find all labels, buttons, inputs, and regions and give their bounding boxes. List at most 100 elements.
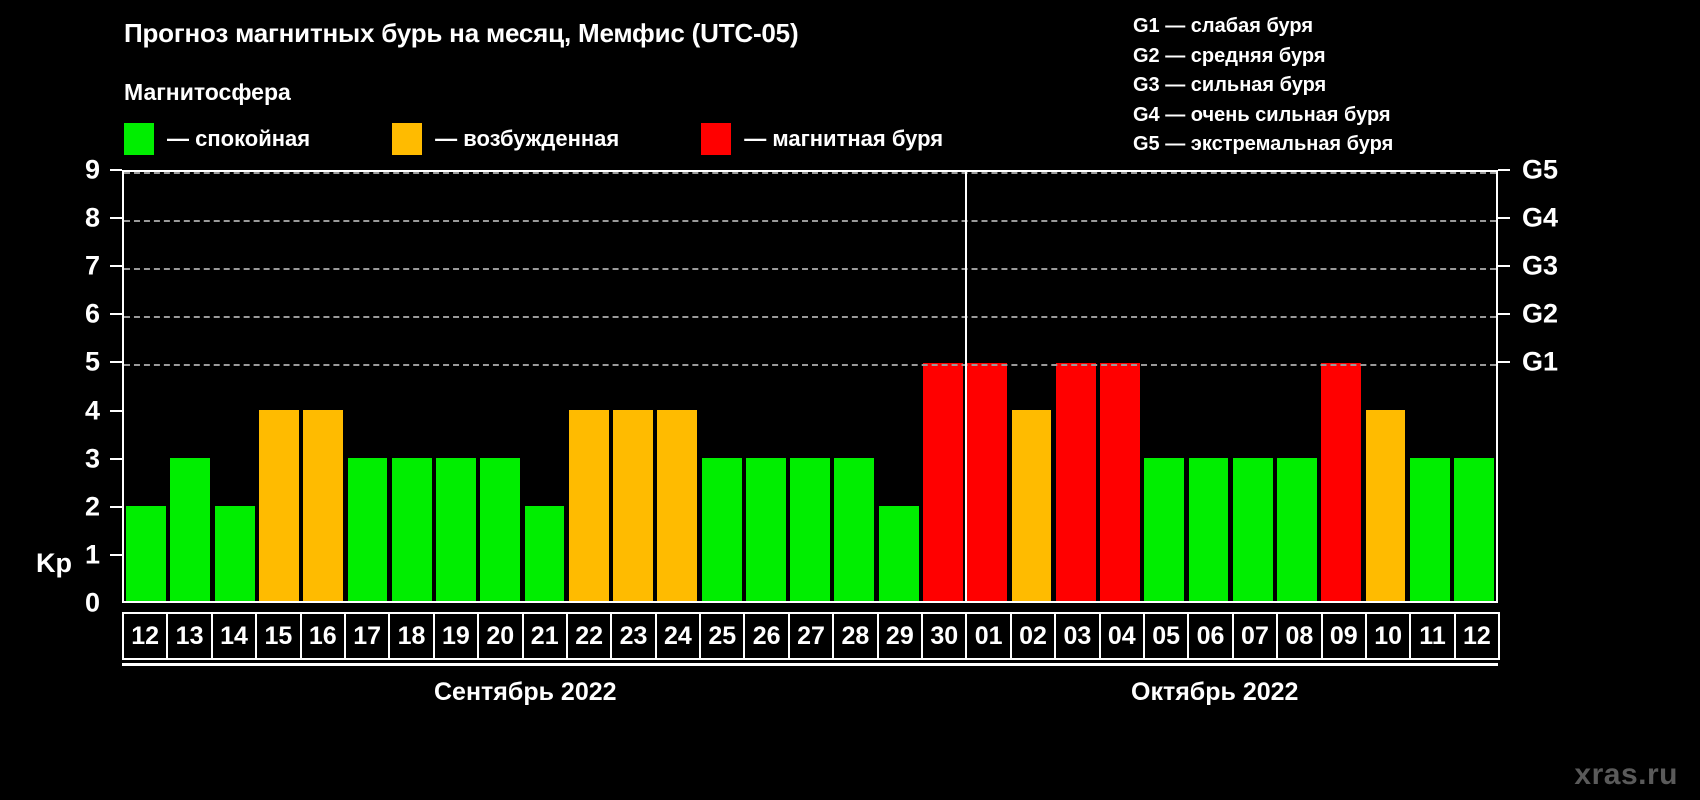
bar-day-17[interactable]: [347, 458, 388, 601]
bar-cell[interactable]: [390, 172, 434, 601]
bar-cell[interactable]: [1363, 172, 1407, 601]
day-label-25[interactable]: 25: [699, 612, 746, 660]
bar-day-18[interactable]: [391, 458, 432, 601]
bar-day-24[interactable]: [657, 410, 698, 601]
bar-day-10[interactable]: [1365, 410, 1406, 601]
bar-cell[interactable]: [788, 172, 832, 601]
day-label-11[interactable]: 11: [1409, 612, 1456, 660]
bar-day-20[interactable]: [480, 458, 521, 601]
bar-day-01[interactable]: [967, 362, 1008, 601]
bar-day-06[interactable]: [1188, 458, 1229, 601]
bar-cell[interactable]: [611, 172, 655, 601]
day-label-28[interactable]: 28: [832, 612, 879, 660]
day-label-18[interactable]: 18: [388, 612, 435, 660]
bar-cell[interactable]: [1408, 172, 1452, 601]
bar-cell[interactable]: [257, 172, 301, 601]
bar-day-04[interactable]: [1100, 362, 1140, 601]
day-label-04[interactable]: 04: [1098, 612, 1145, 660]
bar-day-13[interactable]: [170, 458, 211, 601]
bar-day-05[interactable]: [1144, 458, 1185, 601]
bar-cell[interactable]: [744, 172, 788, 601]
day-label-29[interactable]: 29: [876, 612, 924, 660]
bar-cell[interactable]: [567, 172, 611, 601]
month-label-september: Сентябрь 2022: [434, 678, 617, 706]
month-divider: [964, 172, 967, 601]
day-label-10[interactable]: 10: [1364, 612, 1412, 660]
day-label-16[interactable]: 16: [299, 612, 346, 660]
day-label-08[interactable]: 08: [1276, 612, 1323, 660]
day-label-24[interactable]: 24: [654, 612, 702, 660]
bar-cell[interactable]: [345, 172, 389, 601]
bar-day-12[interactable]: [1454, 458, 1495, 601]
bar-day-02[interactable]: [1011, 410, 1052, 601]
bar-day-16[interactable]: [303, 410, 344, 601]
bar-day-22[interactable]: [568, 410, 609, 601]
bar-day-19[interactable]: [436, 458, 476, 601]
day-label-20[interactable]: 20: [477, 612, 524, 660]
bar-day-15[interactable]: [259, 410, 299, 601]
bar-cell[interactable]: [1452, 172, 1496, 601]
y-tick-label-5: 5: [84, 346, 100, 377]
bar-cell[interactable]: [522, 172, 566, 601]
bar-day-21[interactable]: [524, 505, 565, 601]
day-label-30[interactable]: 30: [921, 612, 968, 660]
bar-cell[interactable]: [301, 172, 345, 601]
day-label-03[interactable]: 03: [1054, 612, 1101, 660]
bar-cell[interactable]: [655, 172, 699, 601]
bar-day-03[interactable]: [1055, 362, 1096, 601]
day-label-19[interactable]: 19: [432, 612, 480, 660]
bar-cell[interactable]: [1275, 172, 1319, 601]
bar-day-11[interactable]: [1409, 458, 1450, 601]
day-label-14[interactable]: 14: [210, 612, 258, 660]
bar-cell[interactable]: [1186, 172, 1230, 601]
y-tick-mark-6: [110, 313, 122, 316]
day-label-22[interactable]: 22: [565, 612, 613, 660]
bar-cell[interactable]: [877, 172, 921, 601]
bar-day-26[interactable]: [745, 458, 786, 601]
day-label-23[interactable]: 23: [610, 612, 657, 660]
bar-day-14[interactable]: [214, 505, 255, 601]
bar-day-23[interactable]: [613, 410, 653, 601]
day-label-17[interactable]: 17: [343, 612, 391, 660]
bar-cell[interactable]: [213, 172, 257, 601]
bar-day-12[interactable]: [126, 505, 167, 601]
day-label-09[interactable]: 09: [1320, 612, 1367, 660]
bar-cell[interactable]: [1142, 172, 1186, 601]
day-label-21[interactable]: 21: [521, 612, 568, 660]
bar-day-09[interactable]: [1321, 362, 1362, 601]
day-label-27[interactable]: 27: [787, 612, 835, 660]
bar-cell[interactable]: [168, 172, 212, 601]
bar-cell[interactable]: [1054, 172, 1098, 601]
bar-cell[interactable]: [478, 172, 522, 601]
bar-cell[interactable]: [1098, 172, 1142, 601]
bar-cell[interactable]: [832, 172, 876, 601]
bar-day-25[interactable]: [701, 458, 742, 601]
day-label-02[interactable]: 02: [1009, 612, 1057, 660]
day-label-13[interactable]: 13: [166, 612, 213, 660]
day-label-01[interactable]: 01: [965, 612, 1012, 660]
bar-day-27[interactable]: [790, 458, 831, 601]
bar-day-08[interactable]: [1277, 458, 1317, 601]
day-label-12[interactable]: 12: [1453, 612, 1501, 660]
day-label-15[interactable]: 15: [255, 612, 302, 660]
day-label-06[interactable]: 06: [1187, 612, 1234, 660]
bar-day-30[interactable]: [923, 362, 963, 601]
day-label-05[interactable]: 05: [1142, 612, 1190, 660]
bar-cell[interactable]: [965, 172, 1009, 601]
g-tick-label-G1: G1: [1522, 346, 1559, 377]
day-label-12[interactable]: 12: [122, 612, 169, 660]
y-tick-label-6: 6: [84, 298, 100, 329]
bar-cell[interactable]: [699, 172, 743, 601]
bar-cell[interactable]: [921, 172, 965, 601]
bar-day-29[interactable]: [878, 505, 919, 601]
bar-cell[interactable]: [124, 172, 168, 601]
bar-cell[interactable]: [434, 172, 478, 601]
day-label-26[interactable]: 26: [743, 612, 790, 660]
day-label-07[interactable]: 07: [1231, 612, 1279, 660]
bar-cell[interactable]: [1319, 172, 1363, 601]
bar-day-28[interactable]: [834, 458, 875, 601]
bar-cell[interactable]: [1009, 172, 1053, 601]
bar-cell[interactable]: [1231, 172, 1275, 601]
bar-day-07[interactable]: [1232, 458, 1273, 601]
